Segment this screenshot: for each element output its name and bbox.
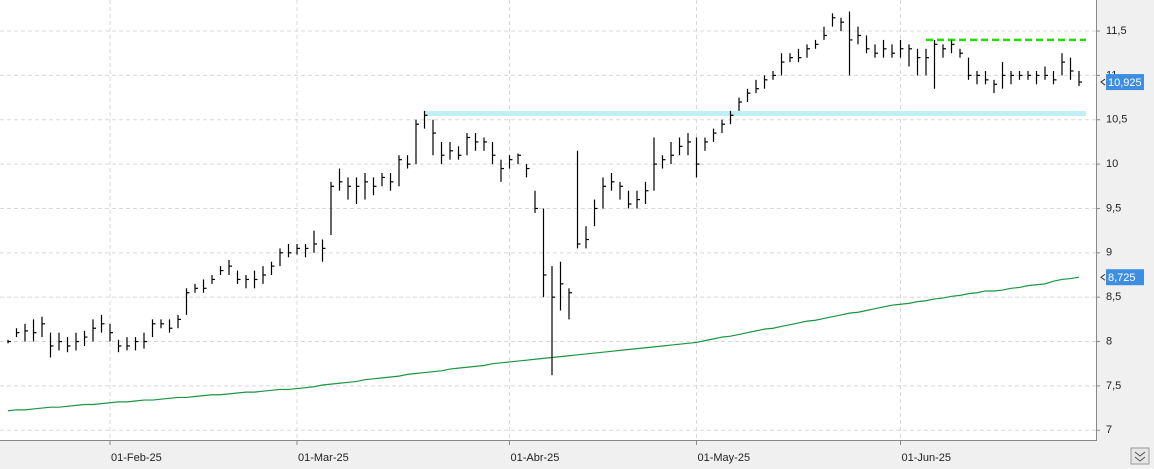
y-tick-label: 11,5 xyxy=(1106,25,1127,37)
x-tick-label: 01-May-25 xyxy=(698,452,751,464)
scroll-icon xyxy=(1134,451,1146,462)
grid-layer xyxy=(0,0,1096,440)
x-axis-band xyxy=(0,441,1097,469)
ma-last-label: 8,725 xyxy=(1108,272,1136,284)
ma-last-label-pointer xyxy=(1100,273,1106,281)
y-tick-label: 9 xyxy=(1106,247,1112,259)
x-tick-label: 01-Jun-25 xyxy=(902,452,952,464)
x-tick-label: 01-Abr-25 xyxy=(511,452,560,464)
y-tick-label: 10,5 xyxy=(1106,114,1127,126)
y-tick-label: 10 xyxy=(1106,158,1118,170)
y-tick-label: 7 xyxy=(1106,424,1112,436)
x-tick-label: 01-Feb-25 xyxy=(111,452,162,464)
y-tick-label: 8 xyxy=(1106,335,1112,347)
y-tick-label: 8,5 xyxy=(1106,291,1121,303)
last-price-label-pointer xyxy=(1100,78,1106,86)
last-price-label: 10,925 xyxy=(1108,77,1142,89)
y-tick-label: 9,5 xyxy=(1106,202,1121,214)
ma-last-label-box xyxy=(1106,269,1144,286)
y-tick-label: 7,5 xyxy=(1106,380,1121,392)
x-tick-label: 01-Mar-25 xyxy=(298,452,349,464)
moving-average-line xyxy=(7,276,1080,412)
last-price-label-box xyxy=(1106,74,1144,91)
